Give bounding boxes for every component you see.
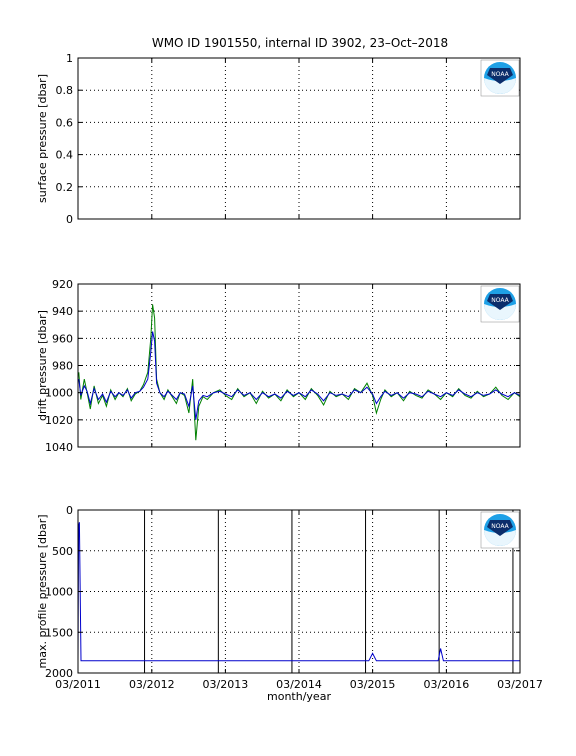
logo-bird (487, 294, 513, 310)
y-tick-label: 0.2 (56, 181, 74, 194)
y-tick-label: 980 (52, 360, 73, 373)
x-tick-label: 03/2012 (129, 678, 175, 691)
series-line-1 (78, 331, 521, 420)
y-tick-label: 0.4 (56, 149, 74, 162)
surface-pressure-panel: 0 0.2 0.4 0.6 0.8 1 surface pressure [dbar] NOA… (36, 52, 521, 226)
logo-text: NOAA (491, 297, 509, 304)
series-line-0 (77, 522, 520, 662)
noaa-logo-icon: NOAA (480, 59, 520, 97)
y-tick-label: 1500 (45, 626, 73, 639)
logo-wave (484, 78, 516, 94)
logo-bird (487, 520, 513, 536)
y-tick-label: 1000 (45, 387, 73, 400)
x-tick-label: 03/2016 (424, 678, 470, 691)
x-tick-label: 03/2015 (350, 678, 396, 691)
logo-bird (487, 68, 513, 84)
x-tick-label: 03/2011 (55, 678, 101, 691)
x-tick-label: 03/2014 (276, 678, 322, 691)
y-tick-label: 1000 (45, 586, 73, 599)
y-tick-label: 1 (66, 52, 73, 65)
logo-text: NOAA (491, 71, 509, 78)
y-tick-label: 0.8 (56, 84, 74, 97)
logo-text: NOAA (491, 523, 509, 530)
y-axis-label: surface pressure [dbar] (36, 74, 49, 203)
logo-wave (484, 530, 516, 546)
y-tick-label: 1020 (45, 414, 73, 427)
series-line-0 (78, 304, 521, 441)
drift-pressure-panel: 920 940 960 980 1000 1020 1040 drift pressure [… (36, 278, 521, 454)
noaa-logo-icon: NOAA (480, 511, 520, 549)
x-tick-label: 03/2017 (497, 678, 543, 691)
y-tick-label: 2000 (45, 667, 73, 680)
noaa-logo-icon: NOAA (480, 285, 520, 323)
y-tick-label: 940 (52, 305, 73, 318)
y-axis-label: drift pressure [dbar] (36, 310, 49, 421)
y-tick-label: 500 (52, 545, 73, 558)
y-axis-label: max. profile pressure [dbar] (36, 514, 49, 668)
y-tick-label: 960 (52, 332, 73, 345)
y-tick-label: 0 (66, 504, 73, 517)
y-tick-label: 1040 (45, 441, 73, 454)
y-tick-label: 0.6 (56, 116, 74, 129)
figure-title: WMO ID 1901550, internal ID 3902, 23–Oct… (152, 36, 448, 50)
logo-wave (484, 304, 516, 320)
y-tick-label: 0 (66, 213, 73, 226)
x-axis-label: month/year (267, 690, 331, 703)
y-tick-label: 920 (52, 278, 73, 291)
x-tick-label: 03/2013 (203, 678, 249, 691)
